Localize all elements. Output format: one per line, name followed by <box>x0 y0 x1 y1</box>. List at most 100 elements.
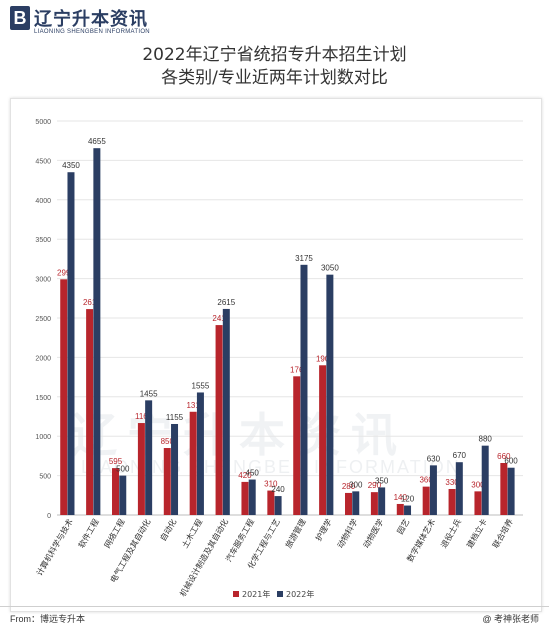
bar-2021 <box>112 468 120 515</box>
data-label: 241 <box>212 314 226 323</box>
y-tick-label: 1500 <box>35 395 51 402</box>
data-label: 1555 <box>192 381 210 390</box>
bar-2021 <box>215 325 223 515</box>
bar-2021 <box>448 488 456 515</box>
bar-2022 <box>145 400 153 515</box>
data-label: 261 <box>83 298 97 307</box>
bar-2021 <box>422 486 430 515</box>
bar-2022 <box>404 505 412 515</box>
data-label: 4350 <box>62 161 80 170</box>
bar-2022 <box>119 475 127 515</box>
bar-2021 <box>267 490 275 515</box>
logo: B 辽宁升本资讯 LIAONING SHENGBEN INFORMATION <box>10 6 150 40</box>
data-label: 850 <box>161 437 175 446</box>
x-tick-label: 计算机科学与技术 <box>34 517 75 577</box>
logo-mark: B <box>10 6 30 30</box>
bar-2022 <box>429 465 437 515</box>
data-label: 630 <box>427 454 441 463</box>
legend-swatch <box>233 591 239 597</box>
data-label: 1155 <box>166 413 184 422</box>
y-tick-label: 4500 <box>35 158 51 165</box>
chart-title-line2: 各类别/专业近两年计划数对比 <box>161 68 388 88</box>
data-label: 3175 <box>295 254 313 263</box>
legend-label: 2022年 <box>286 589 314 599</box>
data-label: 120 <box>401 495 415 504</box>
bar-2022 <box>378 487 386 515</box>
data-label: 240 <box>271 485 285 494</box>
x-tick-label: 自动化 <box>158 517 179 543</box>
data-label: 131 <box>186 401 200 410</box>
data-label: 3050 <box>321 264 339 273</box>
data-label: 660 <box>497 452 511 461</box>
bar-2022 <box>455 462 463 515</box>
data-label: 600 <box>504 457 518 466</box>
y-tick-label: 5000 <box>35 119 51 126</box>
data-label: 299 <box>57 268 71 277</box>
data-label: 360 <box>419 476 433 485</box>
bar-2022 <box>222 308 230 515</box>
bar-2021 <box>189 411 197 515</box>
data-label: 420 <box>238 471 252 480</box>
data-label: 670 <box>453 451 467 460</box>
data-label: 450 <box>246 469 260 478</box>
data-label: 116 <box>135 412 148 421</box>
data-label: 500 <box>116 465 130 474</box>
bar-2022 <box>352 491 360 515</box>
data-label: 2615 <box>217 298 235 307</box>
bar-2022 <box>300 264 308 515</box>
bar-2021 <box>500 462 508 515</box>
data-label: 300 <box>349 480 363 489</box>
footer-author: @ 考神张老师 <box>482 614 539 624</box>
data-label: 280 <box>342 482 356 491</box>
x-tick-label: 建档立卡 <box>464 517 489 550</box>
data-label: 176 <box>290 365 304 374</box>
bar-2022 <box>481 445 489 515</box>
y-tick-label: 4000 <box>35 198 51 205</box>
y-tick-label: 0 <box>47 513 51 520</box>
x-tick-label: 联合培养 <box>490 517 515 550</box>
bar-2021 <box>370 492 378 515</box>
bar-2021 <box>474 491 482 515</box>
bar-2022 <box>171 423 179 515</box>
bar-2022 <box>196 392 204 515</box>
legend-swatch <box>277 591 283 597</box>
data-label: 1455 <box>140 389 158 398</box>
y-tick-label: 2500 <box>35 316 51 323</box>
data-label: 140 <box>394 493 408 502</box>
bar-2021 <box>137 423 145 515</box>
data-label: 310 <box>264 480 278 489</box>
y-tick-label: 1000 <box>35 434 51 441</box>
x-tick-label: 退役士兵 <box>438 517 463 550</box>
bar-2022 <box>274 496 282 515</box>
x-tick-label: 机械设计制造及其自动化 <box>177 517 230 598</box>
bar-2021 <box>241 481 249 515</box>
y-tick-label: 2000 <box>35 355 51 362</box>
data-label: 880 <box>479 435 493 444</box>
bar-2022 <box>248 479 256 515</box>
y-tick-label: 3500 <box>35 237 51 244</box>
bar-2021 <box>293 376 301 515</box>
bar-2022 <box>507 467 515 515</box>
footer-source: From：博远专升本 <box>10 614 85 624</box>
chart-card: 辽宁升本资讯 LIAONING SHENGBEN INFORMATION 0 50… <box>10 98 542 612</box>
logo-name-cn: 辽宁升本资讯 <box>34 9 148 30</box>
x-tick-label: 动物科学 <box>335 517 360 550</box>
data-label: 4655 <box>88 137 106 146</box>
data-label: 190 <box>316 354 330 363</box>
y-tick-label: 3000 <box>35 277 51 284</box>
bar-2021 <box>163 448 171 515</box>
footer-divider <box>0 606 549 607</box>
x-tick-label: 旅游管理 <box>283 517 308 550</box>
bar-2021 <box>319 365 327 515</box>
x-tick-label: 网络工程 <box>102 517 127 550</box>
x-tick-label: 动物医学 <box>361 517 386 550</box>
x-tick-label: 土木工程 <box>180 517 205 550</box>
bar-2022 <box>326 274 334 515</box>
legend-label: 2021年 <box>242 589 270 599</box>
chart-title-line1: 2022年辽宁省统招专升本招生计划 <box>142 45 407 65</box>
bar-2022 <box>67 172 75 515</box>
data-label: 300 <box>471 480 485 489</box>
data-label: 330 <box>445 478 459 487</box>
data-label: 350 <box>375 476 389 485</box>
y-tick-label: 500 <box>39 474 51 481</box>
